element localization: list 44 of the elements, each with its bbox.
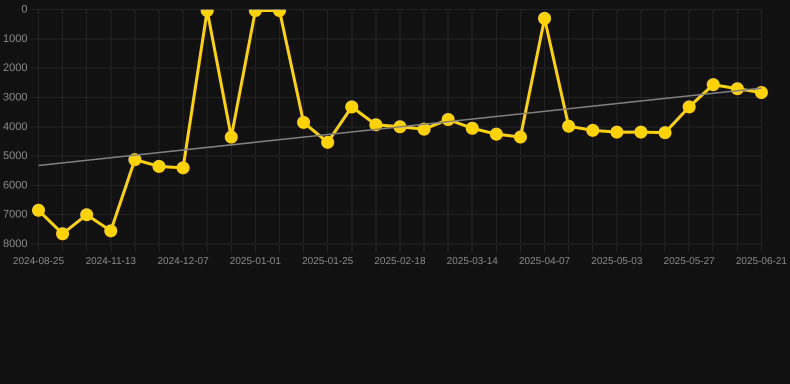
x-tick-label: 2024-08-25 xyxy=(12,256,64,267)
point xyxy=(176,161,190,174)
point xyxy=(490,128,503,141)
x-tick-label: 2025-01-25 xyxy=(302,256,354,267)
point xyxy=(634,126,648,139)
y-tick-label: 5000 xyxy=(2,150,28,162)
point xyxy=(369,118,382,132)
point xyxy=(562,120,576,133)
point xyxy=(321,136,334,149)
point xyxy=(345,100,358,114)
y-tick-label: 4000 xyxy=(2,120,28,133)
y-tick-label: 0 xyxy=(21,4,28,16)
point xyxy=(706,78,720,92)
point xyxy=(466,122,479,135)
point xyxy=(586,124,600,137)
x-tick-label: 2025-06-21 xyxy=(736,256,788,267)
point xyxy=(514,130,527,144)
x-tick-label: 2025-01-01 xyxy=(230,256,282,267)
x-tick-label: 2024-11-13 xyxy=(86,256,136,267)
y-tick-label: 3000 xyxy=(2,92,28,104)
y-tick-label: 8000 xyxy=(2,238,28,250)
point xyxy=(152,160,166,173)
x-tick-label: 2025-02-18 xyxy=(374,256,426,267)
point xyxy=(297,116,310,129)
point xyxy=(104,224,118,238)
x-tick-label: 2024-12-07 xyxy=(157,256,210,267)
point xyxy=(610,126,624,139)
x-tick-label: 2025-05-27 xyxy=(664,256,716,267)
y-tick-label: 1000 xyxy=(2,32,28,45)
y-tick-label: 7000 xyxy=(2,208,28,221)
point xyxy=(418,122,431,136)
y-tick-label: 2000 xyxy=(2,62,28,74)
point xyxy=(224,130,238,144)
point xyxy=(658,126,672,140)
x-tick-label: 2025-04-07 xyxy=(518,256,571,267)
point xyxy=(56,227,70,240)
point xyxy=(538,12,552,25)
point xyxy=(682,100,696,114)
point xyxy=(754,86,768,100)
x-tick-label: 2025-05-03 xyxy=(591,256,643,267)
y-tick-label: 6000 xyxy=(2,179,28,192)
point xyxy=(80,208,94,222)
x-tick-label: 2025-03-14 xyxy=(446,256,498,267)
point xyxy=(128,153,142,166)
